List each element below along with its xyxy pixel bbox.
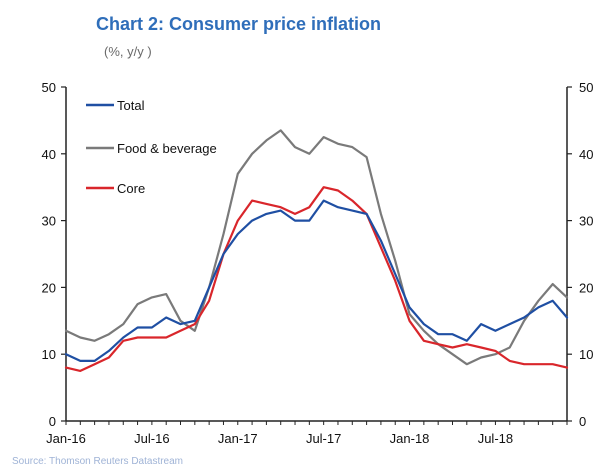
x-tick-label: Jul-17 bbox=[306, 431, 341, 446]
axes: 0 0 10 10 20 20 30 30 40 40 50 50 Jan-16 Jul-16 Jan-17… bbox=[42, 80, 594, 446]
y-tick-label-left: 0 bbox=[49, 414, 56, 429]
y-tick-label-left: 20 bbox=[42, 280, 56, 295]
chart-title: Chart 2: Consumer price inflation bbox=[96, 14, 382, 34]
chart-source: Source: Thomson Reuters Datastream bbox=[12, 456, 184, 467]
x-tick-label: Jan-16 bbox=[46, 431, 86, 446]
legend-label: Total bbox=[117, 98, 145, 113]
legend: Total Food & beverage Core bbox=[86, 98, 217, 196]
series-line-food-beverage bbox=[64, 129, 569, 366]
x-tick-label: Jan-17 bbox=[218, 431, 258, 446]
y-tick-label-left: 30 bbox=[42, 214, 56, 229]
x-tick-label: Jul-16 bbox=[134, 431, 169, 446]
series-line-core bbox=[64, 186, 569, 372]
x-tick-label: Jan-18 bbox=[390, 431, 430, 446]
chart-subtitle: (%, y/y ) bbox=[104, 44, 152, 59]
legend-label: Food & beverage bbox=[117, 141, 217, 156]
y-tick-label-left: 50 bbox=[42, 80, 56, 95]
x-tick-label: Jul-18 bbox=[478, 431, 513, 446]
y-tick-label-right: 50 bbox=[579, 80, 593, 95]
y-tick-label-left: 10 bbox=[42, 347, 56, 362]
y-tick-label-right: 30 bbox=[579, 214, 593, 229]
y-tick-label-right: 20 bbox=[579, 280, 593, 295]
y-tick-label-right: 10 bbox=[579, 347, 593, 362]
y-tick-label-left: 40 bbox=[42, 147, 56, 162]
series-lines bbox=[64, 129, 569, 372]
y-tick-label-right: 40 bbox=[579, 147, 593, 162]
y-tick-label-right: 0 bbox=[579, 414, 586, 429]
legend-label: Core bbox=[117, 181, 145, 196]
series-line-total bbox=[64, 199, 569, 362]
